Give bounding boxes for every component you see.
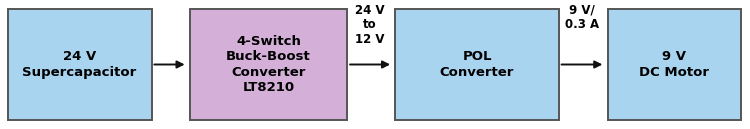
Bar: [608, 9, 741, 120]
Bar: [8, 9, 152, 120]
Text: 24 V
Supercapacitor: 24 V Supercapacitor: [22, 50, 136, 79]
Text: 9 V/
0.3 A: 9 V/ 0.3 A: [565, 4, 599, 31]
Text: POL
Converter: POL Converter: [440, 50, 515, 79]
Text: 24 V
to
12 V: 24 V to 12 V: [355, 4, 385, 46]
Bar: [190, 9, 347, 120]
Bar: [395, 9, 559, 120]
Text: 4-Switch
Buck-Boost
Converter
LT8210: 4-Switch Buck-Boost Converter LT8210: [226, 35, 310, 94]
Text: 9 V
DC Motor: 9 V DC Motor: [639, 50, 710, 79]
